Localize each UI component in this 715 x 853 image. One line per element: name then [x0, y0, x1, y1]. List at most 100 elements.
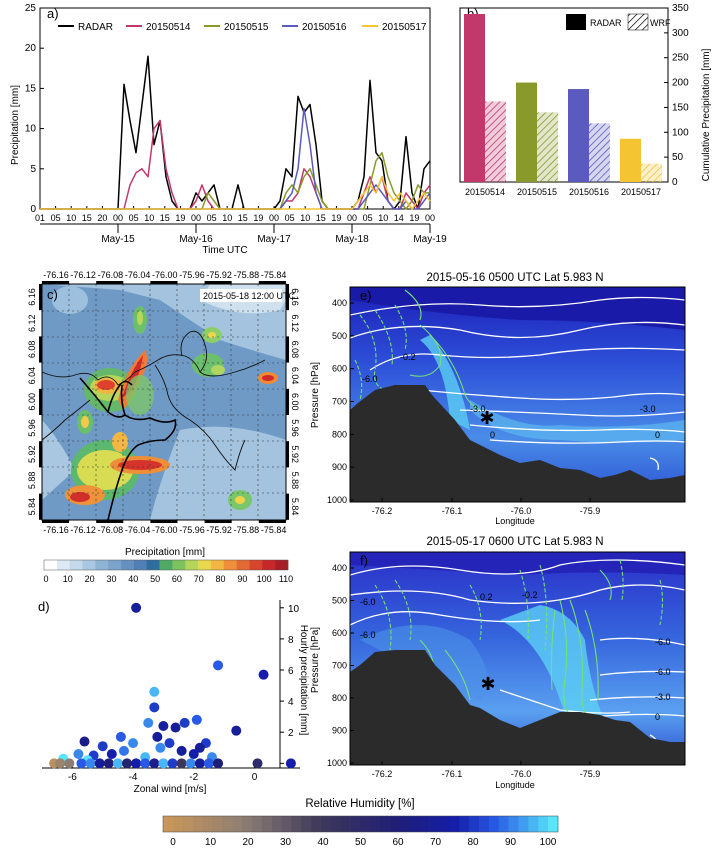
cross-section-e-field [350, 287, 685, 502]
y-tick-label: 500 [332, 596, 347, 606]
map-timestamp: 2015-05-18 12:00 UTC [203, 291, 296, 301]
checker-right [286, 284, 289, 311]
rh-colorbar-tick: 10 [205, 837, 217, 848]
checker-left [39, 441, 42, 468]
scatter-point [152, 731, 163, 742]
map-lon-top: -76.00 [152, 270, 178, 280]
panel-b-frame [459, 7, 669, 183]
map-lat-left: 6.12 [27, 314, 37, 332]
map-lon-top: -75.88 [234, 270, 260, 280]
checker-right [286, 388, 289, 415]
scatter-point [170, 722, 181, 733]
checker-bottom [204, 520, 232, 523]
rh-colorbar-cell [321, 816, 332, 832]
scatter-point [112, 758, 123, 769]
date-label: May-15 [101, 234, 135, 245]
precip-colorbar-cell [159, 560, 173, 570]
map-lat-left: 6.04 [27, 367, 37, 385]
panel-e-xlabel: Longitude [495, 516, 535, 526]
scatter-point [149, 702, 160, 713]
x-tick-label: 14 [394, 213, 404, 223]
precip-colorbar-cell [108, 560, 122, 570]
contour-label: -0.2 [400, 352, 416, 362]
contour-label: -0.2 [522, 590, 538, 600]
map-lat-left: 5.88 [27, 472, 37, 490]
map-lon-bottom: -75.96 [179, 525, 205, 535]
panel-e-title: 2015-05-16 0500 UTC Lat 5.983 N [426, 272, 603, 284]
scatter-point [252, 758, 263, 769]
checker-left [39, 284, 42, 311]
map-lon-bottom: -75.84 [261, 525, 287, 535]
checker-bottom [96, 520, 124, 523]
precip-colorbar-tick: 40 [128, 574, 138, 584]
y-tick-label: 1000 [327, 758, 347, 768]
x-tick-label: 15 [82, 213, 92, 223]
rh-colorbar-cell [192, 816, 203, 832]
map-lat-right: 5.96 [290, 419, 300, 437]
panel-f-ylabel: Pressure [hPa] [310, 627, 321, 693]
map-lat-left: 5.96 [27, 419, 37, 437]
precip-colorbar-cell [185, 560, 199, 570]
precip-colorbar-tick: 50 [150, 574, 160, 584]
panel-a-label: a) [47, 6, 59, 21]
y-tick-label: 0 [30, 204, 36, 215]
precip-colorbar-tick: 70 [194, 574, 204, 584]
checker-top [258, 281, 286, 284]
panel-a-series [40, 55, 431, 210]
x-tick-label: 05 [129, 213, 139, 223]
bar-wrf-20150516 [589, 123, 610, 182]
scatter-point [191, 714, 202, 725]
x-tick-label: -6 [68, 772, 77, 783]
scatter-point [97, 741, 108, 752]
y-tick-label: 400 [332, 563, 347, 573]
series-line-20150515 [40, 151, 430, 210]
series-line-20150517 [40, 176, 431, 210]
scatter-point [155, 742, 166, 753]
panel-e-location-marker: ✱ [479, 408, 494, 428]
x-tick-label: 19 [409, 213, 419, 223]
scatter-point [76, 758, 87, 769]
rh-colorbar-cell [469, 816, 480, 832]
scatter-point [194, 742, 205, 753]
precip-colorbar-cell [82, 560, 96, 570]
rh-colorbar-tick: 90 [505, 837, 517, 848]
contour-label: 0 [655, 430, 660, 440]
precip-colorbar-cell [69, 560, 83, 570]
bar-wrf-20150517 [641, 163, 662, 182]
x-tick-label: 19 [175, 213, 185, 223]
panel-b-bars: 0 50 100 150 200 250 300 350 20150514 20150515 201… [459, 3, 689, 197]
rh-colorbar-cell [528, 816, 539, 832]
contour-label: -6.0 [360, 630, 376, 640]
panel-f-label: f) [360, 553, 368, 568]
rh-colorbar-cell [538, 816, 549, 832]
rh-colorbar-cell [202, 816, 213, 832]
rh-colorbar-frame [162, 815, 559, 833]
x-tick-label: 15 [316, 213, 326, 223]
y-tick-label: 10 [25, 124, 37, 135]
panel-c: 2015-05-18 12:00 UTC c) -76.16-76.16-76.… [27, 270, 300, 584]
checker-right [286, 493, 289, 520]
map-lat-right: 6.16 [290, 288, 300, 306]
y-tick-label: 900 [332, 462, 347, 472]
contour-label: -3.0 [470, 404, 486, 414]
rh-colorbar-cell [429, 816, 440, 832]
precip-colorbar-cell [121, 560, 135, 570]
scatter-point [64, 758, 75, 769]
map-lat-right: 6.00 [290, 393, 300, 411]
scatter-point [285, 758, 296, 769]
map-lon-top: -76.16 [43, 270, 69, 280]
x-tick-label: -2 [189, 772, 198, 783]
precip-colorbar-cell [210, 560, 225, 570]
rh-colorbar-cell [212, 816, 223, 832]
x-tick-label: -4 [129, 772, 138, 783]
panel-d-xlabel: Zonal wind [m/s] [134, 784, 207, 795]
rh-colorbar-cell [449, 816, 460, 832]
precip-colorbar-tick: 10 [63, 574, 73, 584]
x-tick-label: 10 [222, 213, 232, 223]
panel-e-frame [349, 286, 686, 503]
rh-colorbar-cell [281, 816, 292, 832]
scatter-point [176, 758, 187, 769]
x-tick-label: 15 [160, 213, 170, 223]
